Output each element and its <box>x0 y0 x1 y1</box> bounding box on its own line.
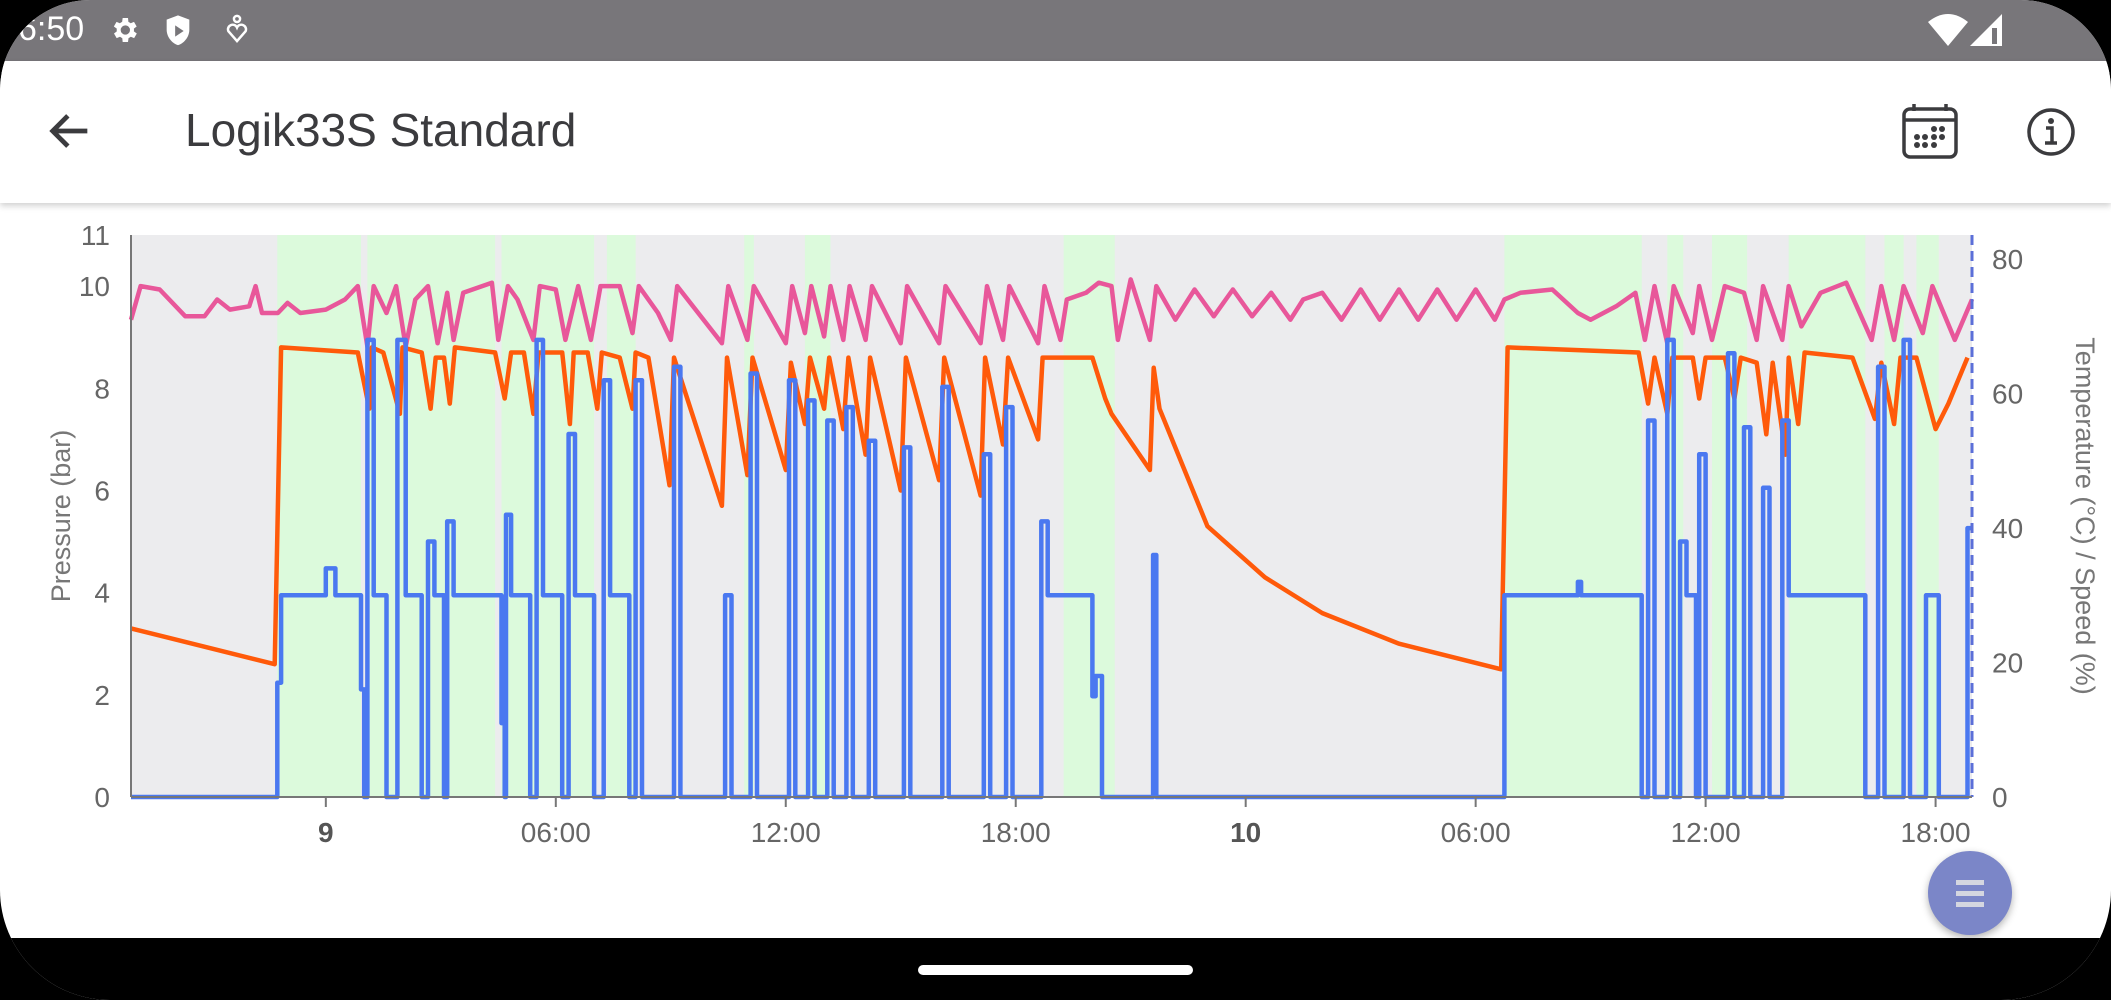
menu-icon-bar <box>1956 902 1984 907</box>
status-bar: 6:50 <box>0 0 2111 61</box>
y-left-tick-label: 4 <box>94 578 110 609</box>
status-time: 6:50 <box>18 10 85 48</box>
pressure-temperature-speed-chart[interactable]: 0 2 4 6 8 10 11 0 20 40 60 80 9 06:00 12:00 18:00 10 06:0… <box>0 205 2111 935</box>
y-right-tick-label: 60 <box>1992 379 2023 410</box>
app-bar: Logik33S Standard <box>0 61 2111 203</box>
y-left-tick-label: 0 <box>94 782 110 813</box>
axes: 0 2 4 6 8 10 11 0 20 40 60 80 9 06:00 12:00 18:00 10 06:0… <box>79 220 2023 848</box>
menu-icon-bar <box>1956 891 1984 896</box>
menu-fab-button[interactable] <box>1928 851 2012 935</box>
arrow-left-icon[interactable] <box>44 105 96 157</box>
x-tick-label: 18:00 <box>1901 817 1971 848</box>
x-tick-label: 06:00 <box>1441 817 1511 848</box>
speed-line <box>131 337 1972 800</box>
x-tick-label: 18:00 <box>981 817 1051 848</box>
gear-icon <box>113 18 137 42</box>
pump-on-band <box>1063 235 1115 797</box>
y-left-tick-label: 11 <box>81 220 110 251</box>
x-tick-label: 9 <box>318 817 334 848</box>
y-left-tick-label: 6 <box>94 475 110 506</box>
pump-on-band <box>1788 235 1866 797</box>
x-tick-label: 12:00 <box>1671 817 1741 848</box>
y-right-tick-label: 0 <box>1992 782 2008 813</box>
x-tick-label: 10 <box>1230 817 1261 848</box>
pump-on-band <box>501 235 595 797</box>
pressure-line <box>130 345 1970 672</box>
cell-signal-icon <box>1970 14 2002 46</box>
pump-on-band <box>1504 235 1642 797</box>
home-gesture-handle[interactable] <box>918 965 1193 975</box>
y-left-tick-label: 10 <box>79 271 110 302</box>
temperature-line <box>128 277 1975 349</box>
y-axis-right-label: Temperature (°C) / Speed (%) <box>2070 337 2100 694</box>
menu-icon <box>1956 880 1984 885</box>
page-title: Logik33S Standard <box>185 104 577 156</box>
y-right-tick-label: 80 <box>1992 244 2023 275</box>
y-left-tick-label: 8 <box>94 373 110 404</box>
series-layer <box>128 277 1975 800</box>
y-right-tick-label: 40 <box>1992 513 2023 544</box>
x-tick-label: 12:00 <box>751 817 821 848</box>
accessibility-heart-icon <box>226 14 248 43</box>
y-left-tick-label: 2 <box>94 680 110 711</box>
shield-play-icon <box>166 15 190 46</box>
wifi-icon <box>1928 14 1968 46</box>
y-axis-left-label: Pressure (bar) <box>46 430 76 603</box>
info-icon[interactable] <box>2025 106 2077 158</box>
navigation-bar <box>0 938 2111 1000</box>
calendar-icon[interactable] <box>1900 103 1960 161</box>
x-tick-label: 06:00 <box>521 817 591 848</box>
y-right-tick-label: 20 <box>1992 648 2023 679</box>
pump-on-band <box>277 235 361 797</box>
